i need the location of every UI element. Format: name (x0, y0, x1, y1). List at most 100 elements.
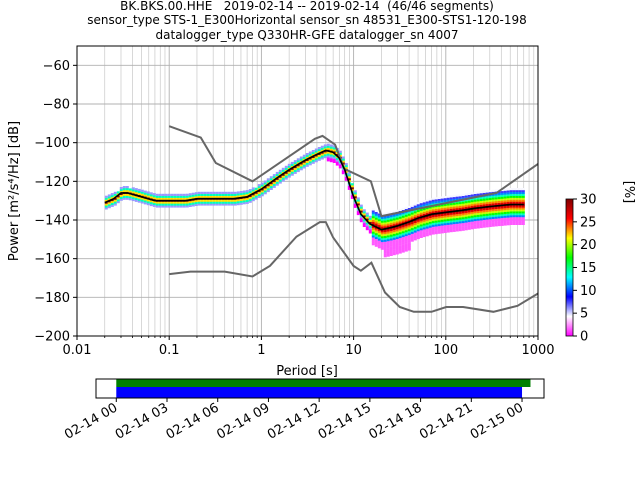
density-cell (509, 191, 513, 195)
density-cell (149, 194, 153, 197)
density-cell (386, 239, 390, 242)
density-cell (338, 166, 342, 169)
density-cell (497, 198, 501, 201)
density-cell (485, 207, 489, 210)
density-cell (305, 164, 309, 167)
timeline-tick-label: 02-14 03 (113, 400, 171, 442)
density-cell (479, 208, 483, 211)
density-cell (416, 202, 420, 205)
density-cell (404, 218, 408, 221)
density-cell (419, 226, 423, 229)
density-cell (230, 201, 234, 204)
density-cell (131, 187, 135, 190)
density-cell (122, 186, 126, 189)
density-cell (497, 214, 501, 217)
density-cell (506, 207, 510, 210)
density-cell (449, 216, 453, 219)
density-cell (338, 152, 342, 155)
density-cell (437, 221, 441, 225)
density-cell (482, 200, 486, 203)
density-cell (293, 162, 297, 165)
density-cell (509, 189, 513, 193)
density-cell (476, 214, 480, 217)
density-cell (488, 197, 492, 200)
density-cell (185, 197, 189, 200)
density-cell (461, 205, 465, 208)
density-cell (404, 247, 408, 250)
density-cell (449, 214, 453, 217)
density-cell (392, 249, 396, 252)
density-cell (437, 220, 441, 223)
density-cell (134, 197, 138, 200)
density-cell (425, 212, 429, 215)
density-cell (422, 233, 426, 236)
density-cell (467, 223, 471, 226)
density-cell (377, 217, 381, 220)
density-cell (392, 222, 396, 225)
density-cell (503, 194, 507, 197)
density-cell (500, 210, 504, 213)
density-cell (428, 206, 432, 209)
density-cell (356, 203, 360, 206)
density-cell (416, 221, 420, 224)
density-cell (425, 228, 429, 231)
density-cell (395, 246, 399, 249)
density-cell (137, 190, 141, 193)
density-cell (164, 197, 168, 200)
density-cell (488, 211, 492, 214)
density-cell (482, 202, 486, 205)
density-cell (416, 215, 420, 218)
density-cell (509, 217, 513, 220)
density-cell (401, 233, 405, 236)
density-cell (380, 237, 384, 241)
density-cell (470, 198, 474, 201)
density-cell (425, 201, 429, 204)
density-cell (473, 205, 477, 208)
density-cell (173, 201, 177, 204)
density-cell (512, 205, 516, 208)
density-cell (458, 203, 462, 206)
density-cell (377, 240, 381, 243)
density-cell (419, 212, 423, 215)
density-cell (167, 201, 171, 204)
density-cell (416, 219, 420, 222)
density-cell (311, 150, 315, 153)
density-cell (494, 195, 498, 198)
x-tick-label: 0.1 (159, 343, 180, 358)
density-cell (419, 222, 423, 225)
density-cell (404, 235, 408, 238)
density-cell (407, 244, 411, 247)
density-cell (308, 155, 312, 158)
density-cell (479, 225, 483, 229)
density-cell (518, 188, 522, 191)
density-cell (452, 202, 456, 205)
density-cell (407, 238, 411, 241)
density-cell (110, 193, 114, 196)
density-cell (518, 195, 522, 198)
density-cell (404, 220, 408, 223)
density-cell (497, 223, 501, 227)
density-cell (449, 226, 453, 229)
density-cell (140, 201, 144, 204)
density-cell (281, 175, 285, 178)
density-cell (224, 203, 228, 206)
density-cell (320, 157, 324, 160)
density-cell (155, 195, 159, 198)
density-cell (404, 212, 408, 215)
density-cell (359, 208, 363, 211)
density-cell (428, 225, 432, 228)
density-cell (410, 235, 414, 238)
density-cell (512, 193, 516, 196)
density-cell (431, 224, 435, 227)
density-cell (116, 201, 120, 204)
density-cell (491, 212, 495, 216)
density-cell (422, 223, 426, 226)
density-cell (329, 144, 333, 147)
density-cell (191, 202, 195, 205)
density-cell (425, 224, 429, 227)
density-cell (323, 154, 327, 157)
density-cell (515, 199, 519, 202)
density-cell (347, 172, 351, 175)
density-cell (437, 214, 441, 217)
density-cell (266, 188, 270, 191)
